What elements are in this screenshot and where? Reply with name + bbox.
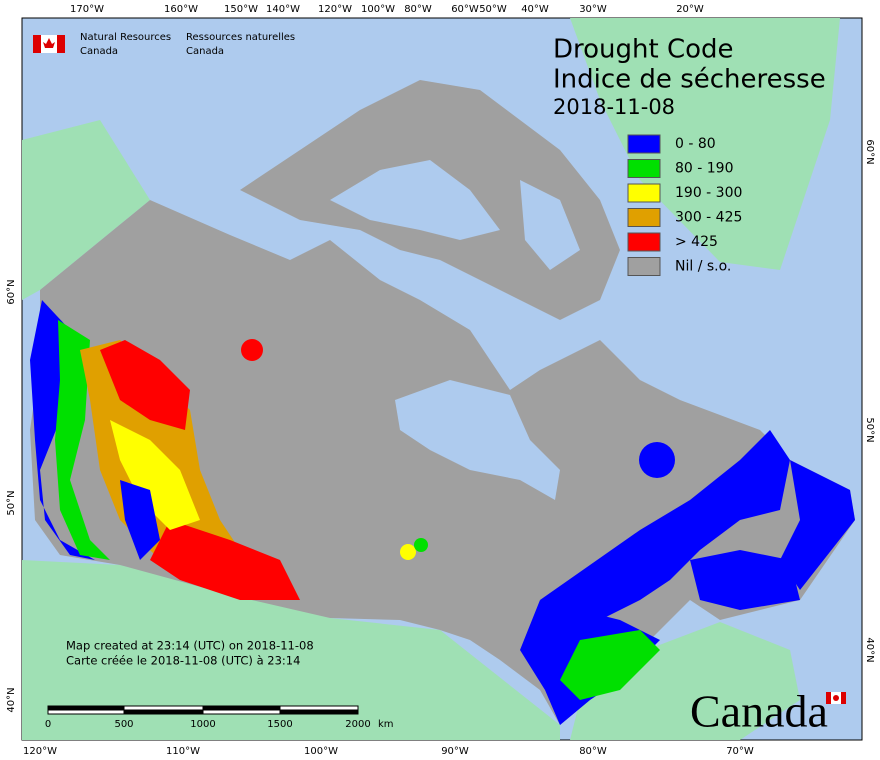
- latitude-label: 60°N: [864, 139, 875, 164]
- longitude-label: 170°W: [70, 4, 104, 15]
- longitude-label: 110°W: [166, 746, 200, 757]
- longitude-label: 50°W: [479, 4, 507, 15]
- legend-swatch: [627, 159, 661, 178]
- longitude-label: 100°W: [304, 746, 338, 757]
- scale-segment: [123, 705, 204, 711]
- longitude-label: 80°W: [579, 746, 607, 757]
- wordmark: Canada: [690, 686, 828, 737]
- drought-areas: [30, 300, 855, 725]
- legend-swatch: [627, 257, 661, 276]
- scale-label: 0: [45, 719, 51, 730]
- latitude-label: 60°N: [6, 279, 17, 304]
- title-fr: Indice de sécheresse: [553, 65, 826, 95]
- credit-fr: Carte créée le 2018-11-08 (UTC) à 23:14: [66, 654, 300, 668]
- scale-segment: [47, 709, 125, 715]
- longitude-label: 150°W: [224, 4, 258, 15]
- legend-swatch: [627, 208, 661, 227]
- longitude-label: 40°W: [521, 4, 549, 15]
- scale-segment: [279, 705, 359, 711]
- longitude-label: 120°W: [318, 4, 352, 15]
- legend-swatch: [627, 232, 661, 252]
- wordmark-flag: [826, 692, 846, 704]
- scale-segment: [202, 705, 281, 711]
- agency-fr: Ressources naturelles: [186, 32, 295, 43]
- scale-unit: km: [378, 719, 394, 730]
- country-en: Canada: [80, 46, 118, 57]
- longitude-label: 80°W: [404, 4, 432, 15]
- title: Drought Code: [553, 35, 734, 65]
- scale-segment: [47, 705, 125, 711]
- header: Natural Resources Canada Ressources natu…: [33, 32, 295, 57]
- scale-segment: [123, 709, 204, 715]
- longitude-label: 120°W: [23, 746, 57, 757]
- longitude-label: 100°W: [361, 4, 395, 15]
- legend-label: Nil / s.o.: [675, 259, 731, 275]
- scale-segment: [202, 709, 281, 715]
- longitude-label: 30°W: [579, 4, 607, 15]
- legend-label: 80 - 190: [675, 161, 734, 177]
- legend-label: 0 - 80: [675, 136, 716, 152]
- scale-label: 2000: [345, 719, 370, 730]
- latitude-label: 50°N: [864, 417, 875, 442]
- date: 2018-11-08: [553, 95, 675, 119]
- legend-swatch: [627, 134, 661, 154]
- legend-label: 190 - 300: [675, 185, 742, 201]
- scale-label: 1000: [190, 719, 215, 730]
- longitude-label: 90°W: [441, 746, 469, 757]
- scale-label: 500: [114, 719, 133, 730]
- latitude-label: 50°N: [6, 490, 17, 515]
- legend-label: > 425: [675, 234, 718, 250]
- longitude-label: 60°W: [451, 4, 479, 15]
- scale-label: 1500: [267, 719, 292, 730]
- longitude-label: 20°W: [676, 4, 704, 15]
- longitude-label: 160°W: [164, 4, 198, 15]
- agency-en: Natural Resources: [80, 32, 171, 43]
- legend-label: 300 - 425: [675, 210, 742, 226]
- longitude-label: 140°W: [266, 4, 300, 15]
- latitude-label: 40°N: [864, 637, 875, 662]
- flag-band: [57, 35, 65, 53]
- flag-leaf: [43, 38, 55, 48]
- flag-band: [33, 35, 41, 53]
- legend-swatch: [627, 183, 661, 203]
- credit-en: Map created at 23:14 (UTC) on 2018-11-08: [66, 639, 314, 653]
- longitude-label: 70°W: [726, 746, 754, 757]
- scale-segment: [279, 709, 359, 715]
- country-fr: Canada: [186, 46, 224, 57]
- latitude-label: 40°N: [6, 687, 17, 712]
